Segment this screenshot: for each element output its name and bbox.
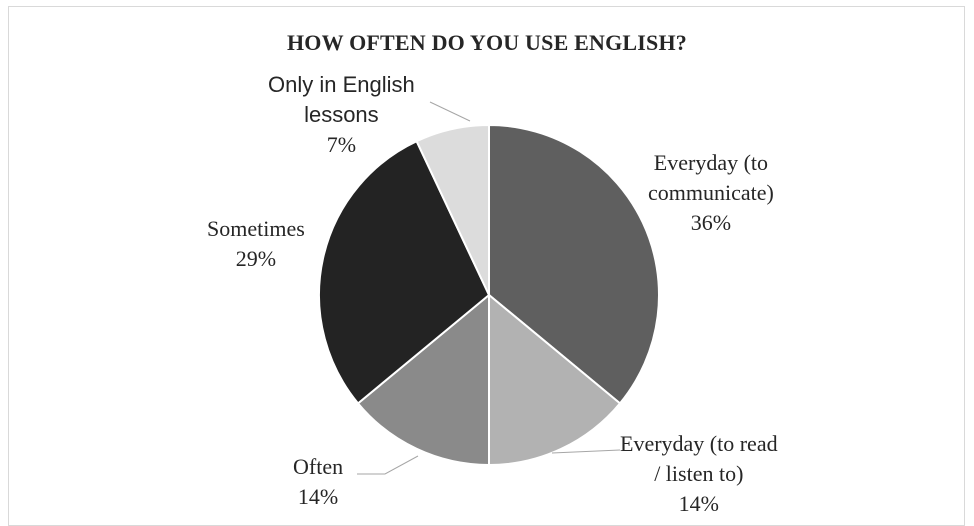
label-sometimes: Sometimes 29% bbox=[207, 214, 305, 274]
label-line: Often bbox=[293, 454, 344, 479]
label-line: Sometimes bbox=[207, 216, 305, 241]
label-value: 36% bbox=[690, 210, 732, 235]
slice-often bbox=[356, 292, 490, 467]
leader-line bbox=[429, 101, 471, 122]
label-everyday-read-listen: Everyday (to read / listen to) 14% bbox=[620, 429, 778, 519]
label-line: lessons bbox=[304, 102, 379, 127]
chart-title: HOW OFTEN DO YOU USE ENGLISH? bbox=[286, 30, 688, 55]
label-only-in-english-lessons: Only in English lessons 7% bbox=[268, 70, 415, 160]
label-line: Everyday (to bbox=[653, 150, 769, 175]
slice-everyday-read-listen bbox=[488, 292, 622, 467]
label-value: 7% bbox=[326, 132, 357, 157]
label-line: / listen to) bbox=[654, 461, 744, 486]
label-value: 14% bbox=[678, 491, 719, 516]
label-line: communicate) bbox=[648, 180, 774, 205]
leader-line bbox=[357, 455, 419, 475]
label-everyday-communicate: Everyday (to communicate) 36% bbox=[648, 148, 774, 238]
label-often: Often 14% bbox=[293, 452, 343, 512]
slice-only-in-english-lessons bbox=[415, 123, 490, 296]
label-value: 29% bbox=[235, 246, 277, 271]
leader-line bbox=[551, 449, 621, 454]
label-value: 14% bbox=[297, 484, 339, 509]
label-line: Everyday (to read bbox=[620, 431, 778, 456]
label-line: Only in English bbox=[268, 72, 415, 97]
slice-everyday-communicate bbox=[488, 123, 660, 405]
